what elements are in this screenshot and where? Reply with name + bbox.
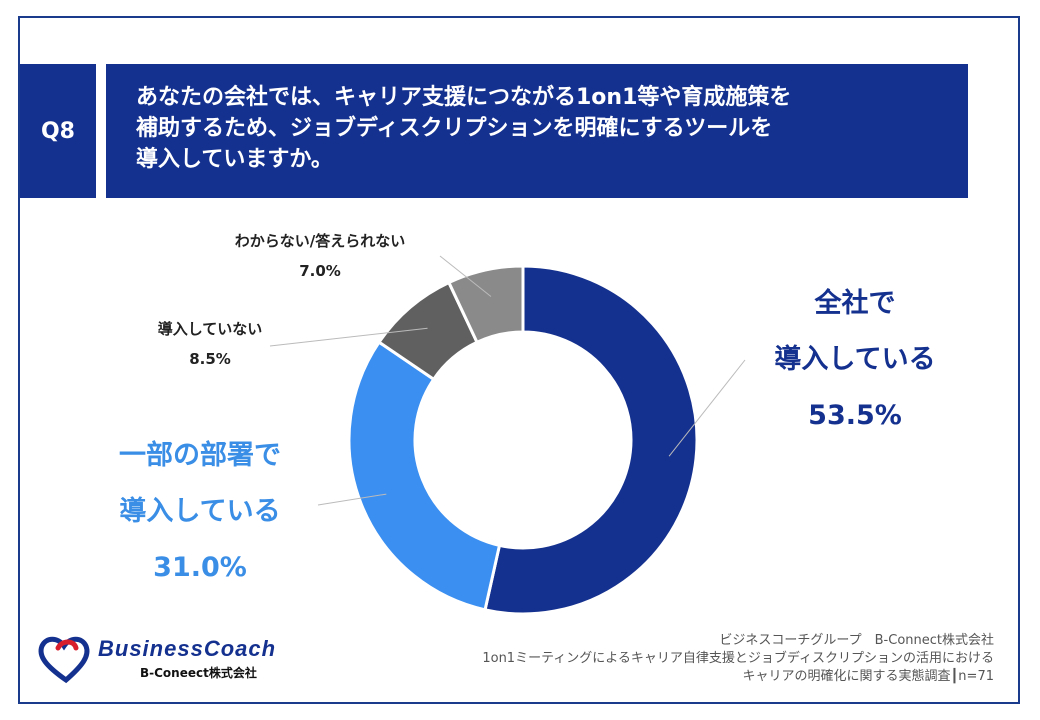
label-unknown-text: わからない/答えられない [234, 232, 406, 250]
logo-subtitle: B-Coneect株式会社 [140, 666, 257, 680]
logo-wordmark: BusinessCoach [98, 636, 277, 661]
label-not-introduced-value: 8.5% [189, 350, 231, 368]
question-number: Q8 [20, 64, 96, 198]
label-zensha-line1: 全社で [814, 288, 896, 319]
label-not-introduced: 導入していない 8.5% [120, 314, 300, 374]
label-ichibu-value: 31.0% [153, 552, 247, 583]
label-unknown: わからない/答えられない 7.0% [190, 226, 450, 286]
label-unknown-value: 7.0% [299, 262, 341, 280]
title-line-2: 補助するため、ジョブディスクリプションを明確にするツールを [136, 116, 773, 141]
slice-unknown-leader-line [439, 255, 492, 297]
slice-zensha [483, 264, 699, 616]
business-coach-logo: BusinessCoach B-Coneect株式会社 [36, 634, 316, 690]
title-line-1: あなたの会社では、キャリア支援につながる1on1等や育成施策を [136, 85, 792, 110]
heart-logo-icon [38, 636, 90, 684]
title-line-3: 導入していますか。 [136, 147, 333, 172]
label-ichibu: 一部の部署で 導入している 31.0% [90, 428, 310, 596]
source-line-1: ビジネスコーチグループ B-Connect株式会社 [719, 633, 994, 648]
label-ichibu-line2: 導入している [119, 496, 281, 527]
label-not-introduced-text: 導入していない [157, 320, 263, 338]
source-line-2: 1on1ミーティングによるキャリア自律支援とジョブディスクリプションの活用におけ… [482, 651, 994, 666]
source-note: ビジネスコーチグループ B-Connect株式会社 1on1ミーティングによるキ… [482, 632, 994, 686]
label-zensha-line2: 導入している [774, 344, 936, 375]
slice-unknown [446, 264, 525, 345]
slice-not-introduced-leader-line [269, 327, 428, 347]
label-zensha-value: 53.5% [808, 400, 902, 431]
label-ichibu-line1: 一部の部署で [119, 440, 281, 471]
question-title: あなたの会社では、キャリア支援につながる1on1等や育成施策を 補助するため、ジ… [106, 64, 968, 198]
slice-ichibu [347, 340, 502, 612]
slice-ichibu-leader-line [317, 493, 387, 506]
slice-zensha-leader-line [668, 359, 746, 457]
source-line-3: キャリアの明確化に関する実態調査┃n=71 [742, 669, 994, 684]
label-zensha: 全社で 導入している 53.5% [750, 276, 960, 444]
